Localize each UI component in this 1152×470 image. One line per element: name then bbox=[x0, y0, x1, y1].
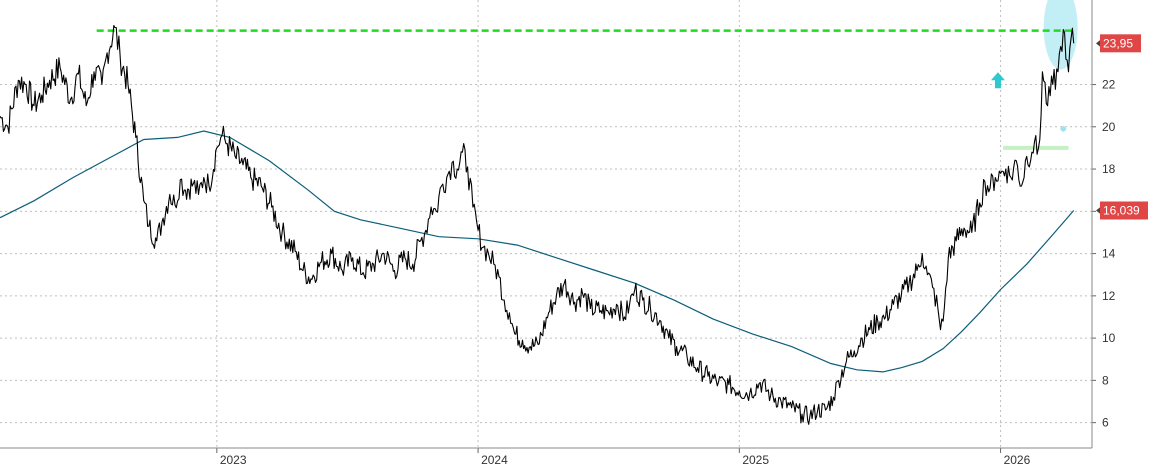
y-tick-label: 18 bbox=[1102, 162, 1116, 176]
y-tick-label: 10 bbox=[1102, 331, 1116, 345]
ma-value-badge-label: 16,039 bbox=[1103, 203, 1140, 217]
x-tick-label: 2025 bbox=[742, 453, 769, 467]
ma-value-badge-pointer bbox=[1096, 206, 1101, 215]
small-marker-icon bbox=[1060, 125, 1067, 132]
x-tick-label: 2026 bbox=[1004, 453, 1031, 467]
last-price-badge-label: 23,95 bbox=[1103, 36, 1133, 50]
y-tick-label: 6 bbox=[1102, 416, 1109, 430]
grid-layer bbox=[0, 0, 1092, 448]
y-tick-label: 22 bbox=[1102, 78, 1116, 92]
price-line bbox=[0, 24, 1075, 425]
last-price-badge-pointer bbox=[1096, 39, 1101, 48]
moving-average-line bbox=[0, 130, 1075, 373]
annotation-layer bbox=[96, 0, 1078, 150]
y-tick-label: 12 bbox=[1102, 289, 1116, 303]
series-layer bbox=[0, 24, 1075, 425]
last-price-badge-box bbox=[1100, 34, 1141, 53]
x-tick-label: 2024 bbox=[481, 453, 508, 467]
y-tick-label: 14 bbox=[1102, 247, 1116, 261]
ma-value-badge-box bbox=[1100, 201, 1148, 220]
y-tick-label: 20 bbox=[1102, 120, 1116, 134]
x-tick-label: 2023 bbox=[220, 453, 247, 467]
up-arrow-icon bbox=[990, 72, 1005, 89]
y-tick-label: 8 bbox=[1102, 373, 1109, 387]
